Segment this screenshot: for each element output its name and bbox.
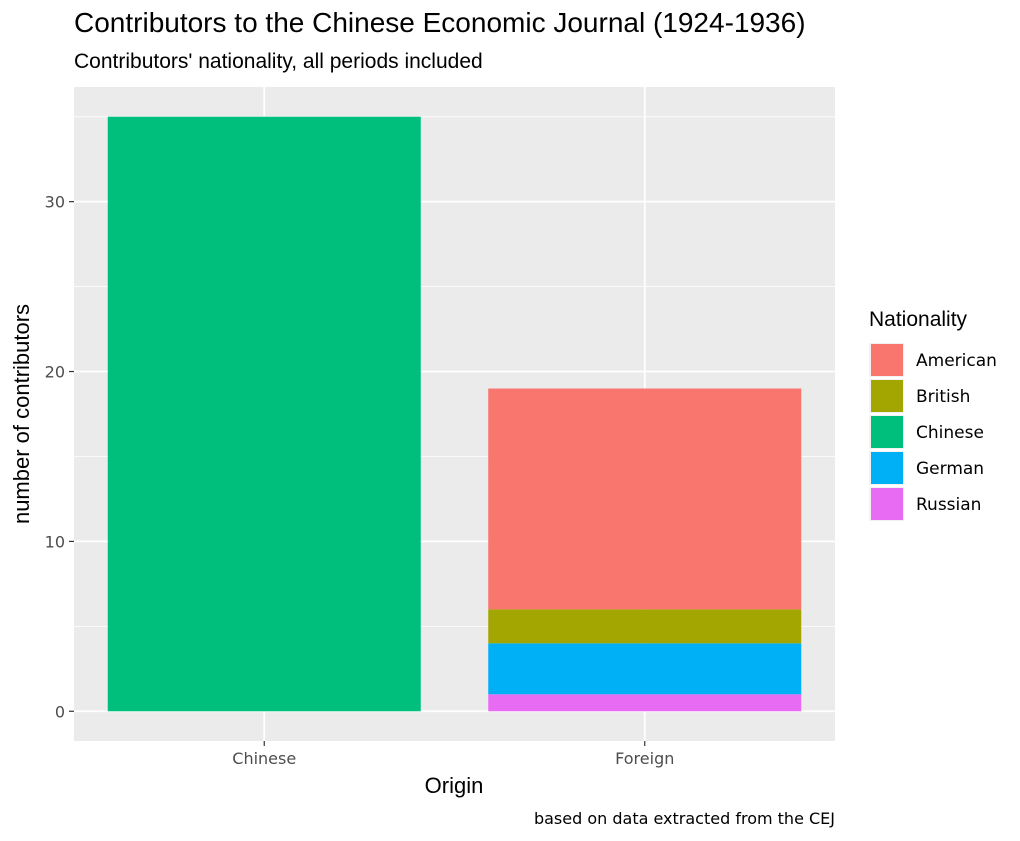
chart-subtitle: Contributors' nationality, all periods i… (74, 50, 483, 73)
legend-swatch-russian (871, 488, 903, 520)
bar-foreign-british (488, 609, 802, 644)
y-tick-label: 10 (45, 532, 65, 551)
bar-foreign-american (488, 388, 802, 610)
legend-title: Nationality (869, 308, 968, 331)
y-tick-label: 20 (45, 363, 65, 382)
legend-label-american: American (916, 351, 997, 371)
legend-label-russian: Russian (916, 495, 981, 515)
bars (107, 116, 802, 712)
legend-label-chinese: Chinese (916, 423, 984, 443)
bar-foreign-russian (488, 694, 802, 712)
y-tick-label: 0 (55, 702, 65, 721)
x-tick-label: Chinese (232, 749, 296, 768)
legend-swatch-chinese (871, 416, 903, 448)
legend-label-german: German (916, 459, 984, 479)
y-axis: 0 10 20 30 (45, 193, 74, 721)
x-tick-label: Foreign (615, 749, 674, 768)
chart-title: Contributors to the Chinese Economic Jou… (74, 7, 806, 38)
bar-chinese-chinese (107, 116, 421, 712)
y-tick-label: 30 (45, 193, 65, 212)
legend-swatch-german (871, 452, 903, 484)
legend-label-british: British (916, 387, 970, 407)
y-axis-title: number of contributors (9, 304, 34, 524)
x-axis-title: Origin (425, 773, 484, 798)
bar-foreign-german (488, 643, 802, 695)
chart-caption: based on data extracted from the CEJ (534, 809, 835, 828)
legend-swatch-american (871, 344, 903, 376)
legend: Nationality American British Chinese German… (869, 308, 997, 521)
x-axis: Chinese Foreign (232, 741, 674, 768)
legend-swatch-british (871, 380, 903, 412)
